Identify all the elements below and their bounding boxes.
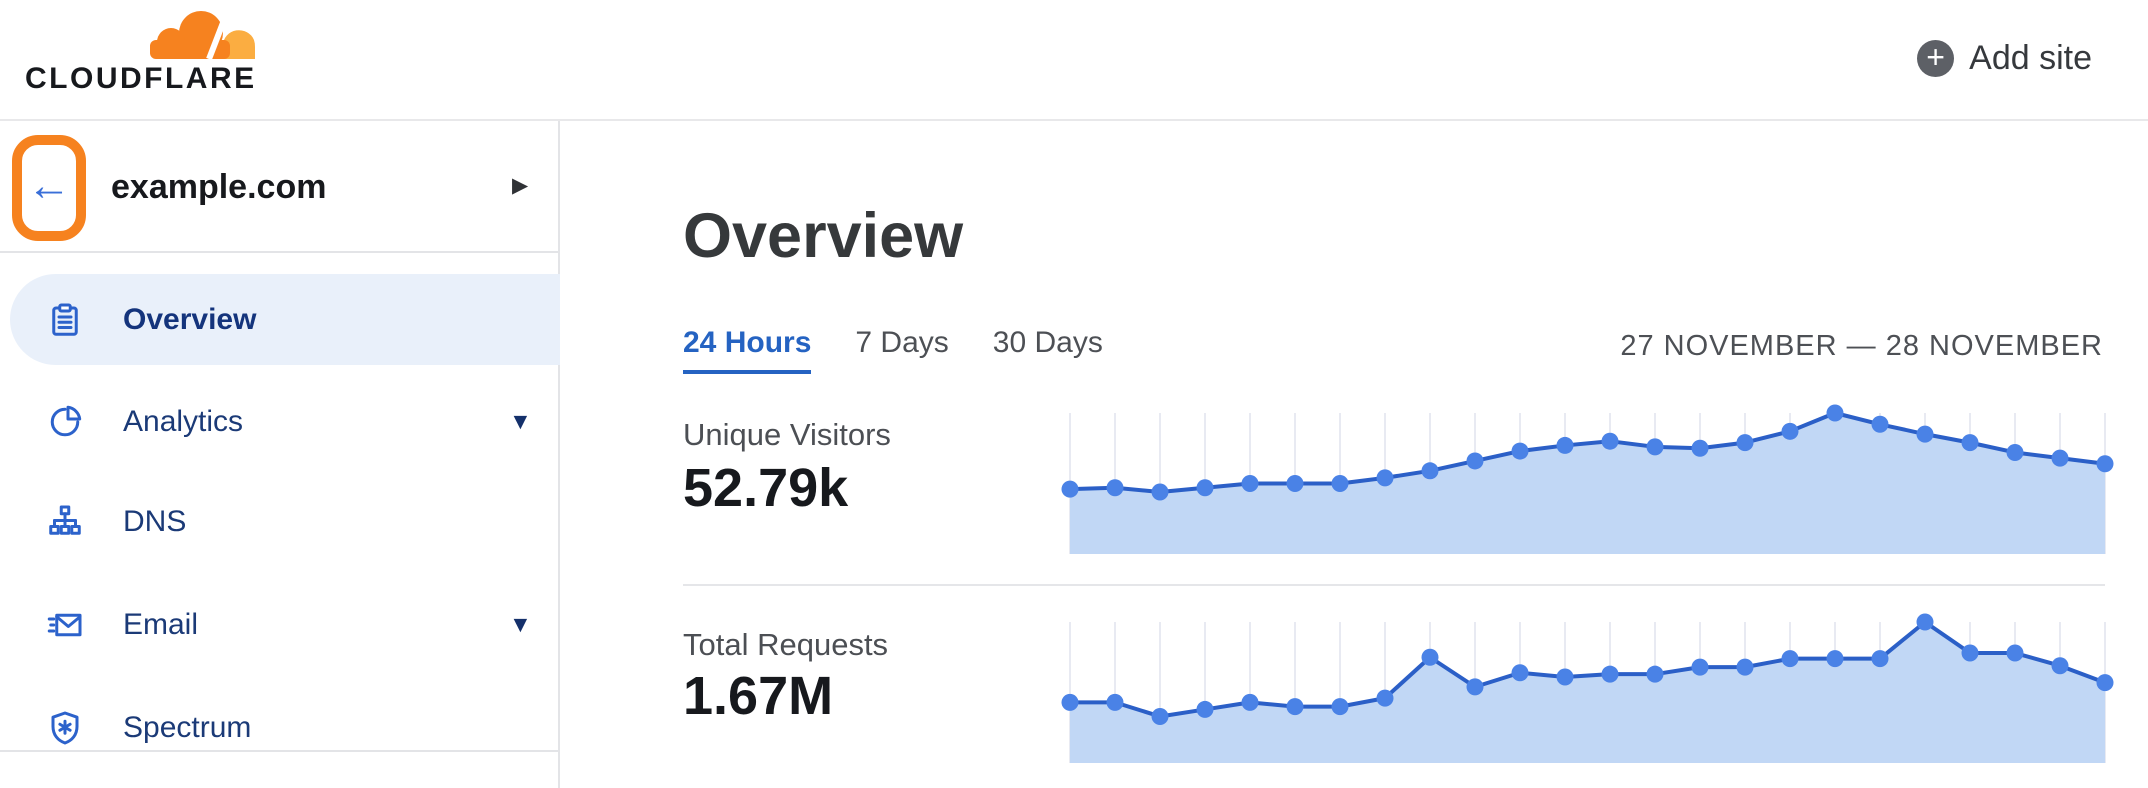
time-range-tabs: 24 Hours 7 Days 30 Days <box>683 326 1103 374</box>
sidebar-item-overview[interactable]: Overview <box>10 274 560 365</box>
chevron-down-icon: ▼ <box>509 408 532 434</box>
pie-chart-icon <box>46 403 84 441</box>
add-site-label: Add site <box>1969 38 2092 77</box>
date-range: 27 NOVEMBER — 28 NOVEMBER <box>1620 330 2103 362</box>
sidebar-item-label: DNS <box>123 504 187 538</box>
unique-visitors-chart[interactable] <box>1061 404 2114 554</box>
zone-name: example.com <box>111 168 327 206</box>
total-requests-chart[interactable] <box>1061 613 2114 763</box>
cloudflare-cloud-icon <box>150 11 255 60</box>
envelope-icon <box>46 606 84 644</box>
zone-header: ← example.com ▶ <box>0 121 558 253</box>
metric-label-total-requests: Total Requests <box>683 627 889 662</box>
top-header: CLOUDFLARE + Add site <box>0 0 2148 121</box>
shield-icon <box>46 709 84 747</box>
plus-circle-icon: + <box>1917 39 1955 77</box>
page-title: Overview <box>683 201 964 271</box>
tab-7-days[interactable]: 7 Days <box>855 326 949 359</box>
chevron-right-icon[interactable]: ▶ <box>512 174 529 197</box>
sidebar-item-dns[interactable]: DNS <box>0 476 560 567</box>
back-button[interactable]: ← <box>12 135 86 241</box>
sidebar-item-email[interactable]: Email ▼ <box>0 579 560 670</box>
sidebar-item-analytics[interactable]: Analytics ▼ <box>0 376 560 467</box>
metric-label-unique-visitors: Unique Visitors <box>683 417 891 452</box>
clipboard-icon <box>46 301 84 339</box>
divider <box>0 750 558 752</box>
tab-30-days[interactable]: 30 Days <box>992 326 1103 359</box>
sidebar: ← example.com ▶ Overview <box>0 121 560 788</box>
cloudflare-wordmark: CLOUDFLARE <box>25 62 257 95</box>
tab-24-hours[interactable]: 24 Hours <box>683 326 812 374</box>
metric-value-unique-visitors: 52.79k <box>683 458 849 518</box>
sidebar-item-label: Spectrum <box>123 710 252 744</box>
chevron-down-icon: ▼ <box>509 611 532 637</box>
sidebar-item-label: Overview <box>123 302 257 336</box>
sitemap-icon <box>46 503 84 541</box>
metric-value-total-requests: 1.67M <box>683 666 834 726</box>
divider <box>683 584 2105 586</box>
sidebar-item-label: Analytics <box>123 404 244 438</box>
cloudflare-logo: CLOUDFLARE <box>25 6 265 96</box>
back-arrow-icon: ← <box>27 161 71 210</box>
sidebar-item-label: Email <box>123 607 199 641</box>
add-site-button[interactable]: + Add site <box>1917 30 2092 86</box>
sidebar-item-spectrum[interactable]: Spectrum <box>0 682 560 773</box>
